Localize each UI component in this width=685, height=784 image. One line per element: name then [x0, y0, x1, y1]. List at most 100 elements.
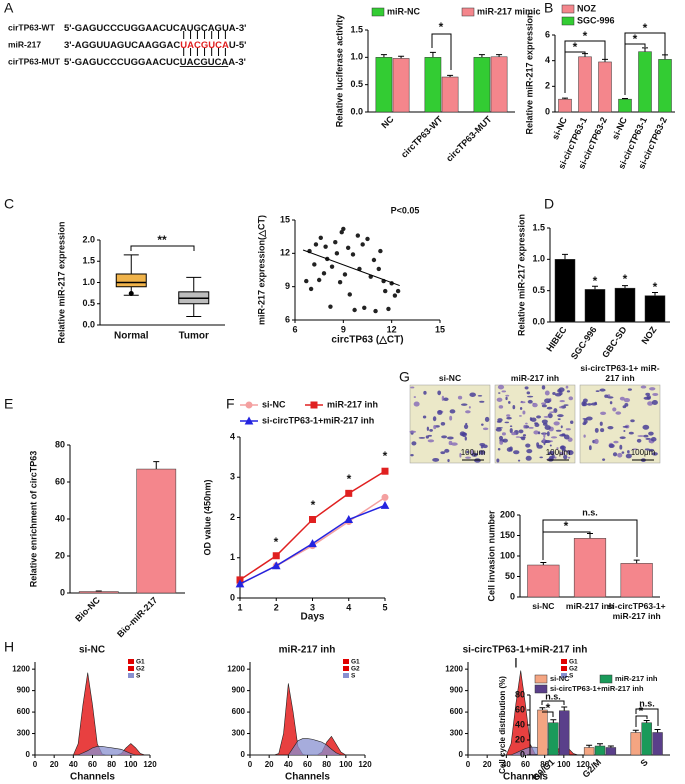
y-tick-label: 0.0	[532, 316, 545, 326]
x-tick-label: si-NC	[532, 601, 555, 611]
cell	[559, 451, 565, 456]
bar	[136, 468, 177, 594]
point	[271, 561, 281, 570]
bracket	[541, 700, 565, 705]
cell	[534, 423, 540, 428]
cell	[532, 402, 538, 408]
cell	[556, 447, 559, 450]
cell	[427, 434, 432, 437]
cell	[495, 427, 502, 432]
point	[362, 305, 367, 310]
cell	[524, 386, 529, 390]
cell	[496, 397, 503, 402]
cell	[425, 435, 429, 439]
y-tick-label: 15	[280, 214, 290, 224]
cell	[647, 401, 653, 406]
error-bar	[539, 707, 546, 710]
y-tick-label: 0.0	[82, 319, 95, 329]
cell	[522, 434, 527, 437]
error-bar	[550, 719, 557, 723]
histogram-area	[250, 738, 365, 756]
x-tick-label: NOZ	[639, 324, 658, 346]
cell	[504, 421, 510, 424]
sequence: 3'-AGGUUAGUCAAGGACUACGUCAU-5'	[64, 40, 246, 51]
bar	[537, 709, 548, 756]
cell	[640, 385, 647, 389]
x-axis-label: Days	[301, 612, 325, 623]
annotation: n.s.	[545, 691, 561, 701]
cell	[625, 453, 632, 459]
trend-line	[302, 249, 400, 287]
x-tick-label: Bio-miR-217	[115, 595, 159, 639]
bracket	[624, 32, 666, 55]
cell	[550, 436, 558, 439]
cell	[609, 401, 613, 405]
cell	[604, 394, 609, 398]
chart-title: si-NC	[79, 645, 105, 656]
y-tick-label: 6	[285, 314, 290, 324]
cell	[457, 395, 463, 400]
error-bar	[642, 47, 648, 52]
cell	[646, 395, 652, 400]
y-tick-label: 150	[500, 530, 515, 540]
cell	[411, 441, 417, 446]
point	[360, 242, 365, 247]
y-tick-label: 300	[17, 729, 31, 738]
x-tick-label: NC	[379, 114, 396, 131]
whisker	[123, 254, 139, 296]
y-tick-label: 1	[230, 552, 235, 562]
bar	[558, 98, 572, 113]
x-tick-label: 3	[310, 602, 315, 612]
y-tick-label: 2	[230, 512, 235, 522]
error-bar	[398, 55, 405, 59]
y-tick-label: 1.5	[350, 24, 363, 34]
x-tick-label: SGC-996	[569, 325, 599, 361]
legend-label: S	[569, 673, 574, 680]
cell	[459, 452, 462, 458]
cell	[519, 406, 523, 410]
point	[339, 230, 344, 235]
annotation: *	[583, 29, 588, 43]
error-bar	[597, 743, 603, 746]
cell	[612, 407, 617, 412]
x-tick-label: 80	[107, 760, 116, 769]
outlier	[128, 291, 134, 297]
point	[380, 500, 390, 509]
error-bar	[633, 559, 640, 564]
cell	[501, 390, 507, 393]
cell	[599, 421, 603, 426]
y-tick-label: 0	[26, 750, 31, 759]
annotation: *	[383, 449, 388, 463]
legend-label: SGC-996	[577, 15, 615, 25]
cell	[566, 390, 571, 393]
cell	[482, 444, 488, 449]
y-tick-label: 300	[450, 729, 464, 738]
cell	[422, 415, 427, 419]
panel-label: E	[4, 396, 13, 412]
cell	[552, 391, 556, 396]
y-axis-label: Relative miR-217 expression	[56, 221, 66, 343]
cell	[409, 430, 417, 433]
bar	[630, 732, 641, 756]
x-axis-label: Channels	[285, 772, 330, 783]
point	[383, 288, 388, 294]
cell	[507, 401, 511, 404]
panel-label: I	[514, 655, 518, 671]
cell	[612, 452, 618, 457]
x-tick-label: 60	[88, 760, 97, 769]
annotation: *	[311, 498, 316, 512]
cell	[582, 398, 588, 403]
legend-label: G2	[569, 666, 578, 673]
error-bar	[496, 54, 503, 57]
bar	[618, 98, 632, 113]
x-tick-label: miR-217 inh	[565, 601, 615, 611]
y-tick-label: 2.0	[82, 234, 95, 244]
sequence-part: 3'-AGGUUAGUCAAGGAC	[64, 40, 180, 51]
y-axis-label: Cell invasion number	[486, 510, 496, 602]
histogram-area	[35, 672, 150, 756]
cell	[546, 406, 553, 410]
cell	[469, 392, 476, 397]
y-tick-label: 0.0	[350, 106, 363, 116]
cell	[622, 425, 629, 428]
cell	[479, 400, 485, 403]
